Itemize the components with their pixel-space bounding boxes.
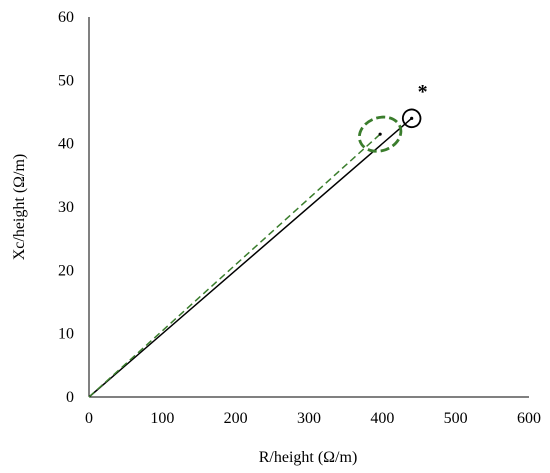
x-tick-label: 200: [224, 410, 248, 427]
y-tick-label: 0: [66, 389, 74, 406]
annotations: *: [418, 81, 428, 103]
axes: [88, 17, 529, 398]
x-axis-title: R/height (Ω/m): [259, 449, 358, 466]
series-line-1: [88, 117, 413, 398]
y-tick-label: 30: [58, 199, 74, 216]
y-tick-label: 20: [58, 262, 74, 279]
confidence-ellipse-2: [357, 115, 403, 153]
series: [88, 108, 422, 398]
series-line-2: [88, 133, 381, 398]
mean-point-2: [378, 132, 382, 136]
x-tick-label: 0: [85, 410, 93, 427]
confidence-ellipse-1: [401, 108, 422, 129]
significance-asterisk: *: [418, 81, 428, 103]
y-tick-label: 60: [58, 9, 74, 26]
x-tick-label: 500: [444, 410, 468, 427]
y-tick-label: 40: [58, 136, 74, 153]
x-tick-label: 400: [370, 410, 394, 427]
y-tick-label: 50: [58, 72, 74, 89]
x-tick-label: 300: [297, 410, 321, 427]
x-tick-label: 600: [517, 410, 541, 427]
x-tick-label: 100: [150, 410, 174, 427]
y-tick-label: 10: [58, 326, 74, 343]
mean-point-1: [410, 116, 414, 120]
tick-labels: 0 100 200 300 400 500 600 0 10 20 30 40 50 60: [58, 9, 541, 427]
y-axis-title: Xc/height (Ω/m): [11, 154, 28, 261]
